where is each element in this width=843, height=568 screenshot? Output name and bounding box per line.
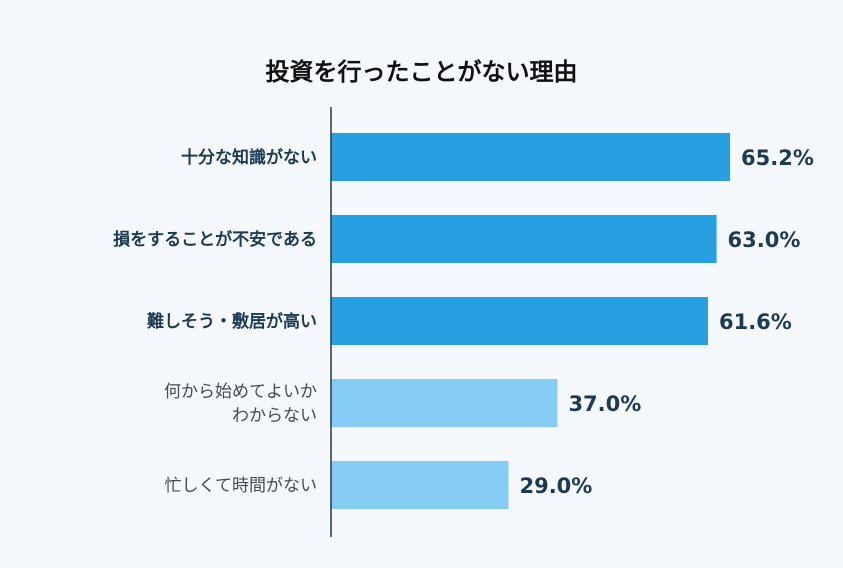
category-label-3-line-0: 何から始めてよいか (164, 382, 317, 402)
bar-3 (331, 379, 558, 427)
bar-1 (331, 215, 717, 263)
category-label-4: 忙しくて時間がない (165, 476, 318, 496)
bar-4 (331, 461, 509, 509)
category-label-0: 十分な知識がない (181, 147, 317, 168)
chart-title: 投資を行ったことがない理由 (265, 58, 578, 86)
value-label-4: 29.0% (519, 474, 592, 498)
value-label-1: 63.0% (728, 228, 801, 252)
bar-2 (331, 297, 708, 345)
category-label-2: 難しそう・敷居が高い (147, 311, 317, 332)
category-label-3-line-1: わからない (232, 406, 317, 426)
category-label-1: 損をすることが不安である (113, 229, 317, 250)
value-label-0: 65.2% (741, 146, 814, 170)
value-label-2: 61.6% (719, 310, 792, 334)
value-label-3: 37.0% (568, 392, 641, 416)
bar-0 (331, 133, 731, 181)
